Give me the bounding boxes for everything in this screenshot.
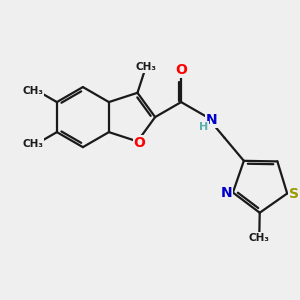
Text: O: O [175, 63, 187, 77]
Text: H: H [199, 122, 208, 131]
Text: N: N [221, 186, 233, 200]
Text: CH₃: CH₃ [249, 232, 270, 243]
Text: CH₃: CH₃ [23, 85, 44, 96]
Text: O: O [134, 136, 145, 150]
Text: N: N [206, 113, 217, 127]
Text: CH₃: CH₃ [23, 139, 44, 148]
Text: CH₃: CH₃ [135, 62, 156, 73]
Text: S: S [289, 187, 299, 201]
